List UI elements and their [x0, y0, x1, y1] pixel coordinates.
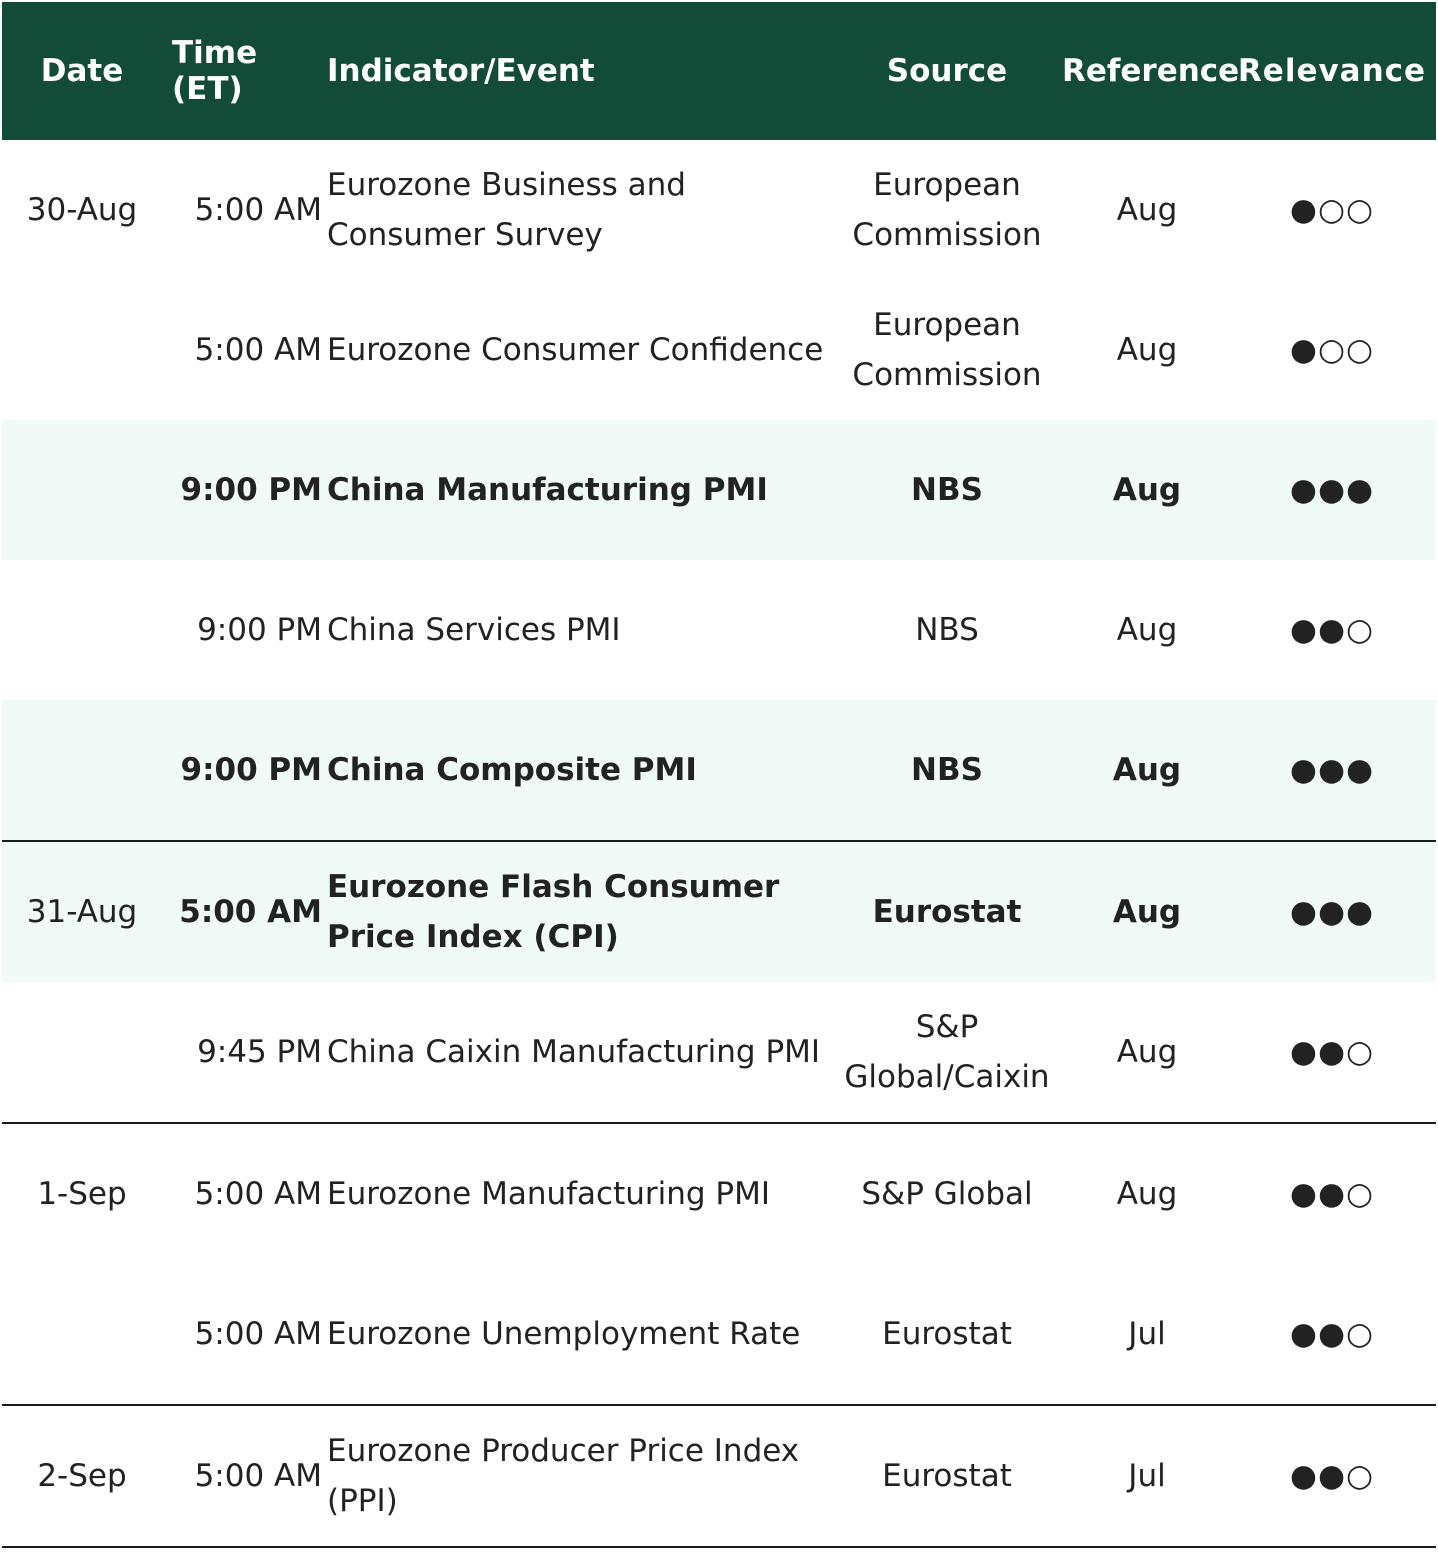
row-source: S&P Global — [861, 1176, 1033, 1212]
row-time: 5:00 AM — [194, 1316, 322, 1352]
table-row: 31-Aug 5:00 AM Eurozone Flash Consumer P… — [2, 840, 1436, 982]
row-time: 9:00 PM — [197, 612, 322, 648]
row-time: 5:00 AM — [194, 1176, 322, 1212]
table-row: 1-Sep 5:00 AM Eurozone Manufacturing PMI… — [2, 1122, 1436, 1264]
row-date: 1-Sep — [37, 1176, 127, 1212]
row-relevance: ●●○ — [1289, 1458, 1375, 1494]
row-reference: Aug — [1112, 894, 1182, 930]
header-date: Date — [40, 53, 124, 89]
row-source: European Commission — [852, 307, 1042, 393]
row-source: NBS — [911, 752, 983, 788]
row-reference: Aug — [1116, 192, 1178, 228]
row-indicator: Eurozone Producer Price Index (PPI) — [327, 1433, 800, 1519]
row-indicator: Eurozone Business and Consumer Survey — [327, 167, 686, 253]
table-row: 5:00 AM Eurozone Consumer Confidence Eur… — [2, 280, 1436, 420]
row-time: 9:00 PM — [180, 752, 322, 788]
row-relevance: ●●● — [1289, 472, 1375, 508]
row-source: Eurostat — [882, 1458, 1012, 1494]
header-relevance: Relevance — [1237, 53, 1427, 89]
row-reference: Jul — [1128, 1458, 1166, 1494]
row-indicator: China Caixin Manufacturing PMI — [327, 1034, 821, 1070]
row-indicator: Eurozone Manufacturing PMI — [327, 1176, 770, 1212]
row-relevance: ●○○ — [1289, 192, 1375, 228]
row-time: 5:00 AM — [194, 332, 322, 368]
row-time: 5:00 AM — [194, 192, 322, 228]
row-relevance: ●●○ — [1289, 612, 1375, 648]
table-row: 9:00 PM China Manufacturing PMI NBS Aug … — [2, 420, 1436, 560]
row-indicator: China Composite PMI — [327, 752, 697, 788]
row-indicator: China Manufacturing PMI — [327, 472, 768, 508]
row-indicator: China Services PMI — [327, 612, 621, 648]
table-row: 9:00 PM China Composite PMI NBS Aug ●●● — [2, 700, 1436, 840]
row-date: 31-Aug — [26, 894, 138, 930]
row-relevance: ●●● — [1289, 894, 1375, 930]
header-source: Source — [886, 53, 1008, 89]
row-indicator: Eurozone Unemployment Rate — [327, 1316, 801, 1352]
row-reference: Aug — [1112, 472, 1182, 508]
table-bottom-rule — [2, 1546, 1436, 1548]
header-time: Time (ET) — [172, 35, 258, 107]
row-indicator: Eurozone Consumer Confidence — [327, 332, 824, 368]
row-time: 5:00 AM — [194, 1458, 322, 1494]
row-relevance: ●●○ — [1289, 1034, 1375, 1070]
row-reference: Jul — [1128, 1316, 1166, 1352]
row-time: 5:00 AM — [179, 894, 322, 930]
row-source: European Commission — [852, 167, 1042, 253]
table-row: 9:00 PM China Services PMI NBS Aug ●●○ — [2, 560, 1436, 700]
row-time: 9:00 PM — [180, 472, 322, 508]
header-indicator: Indicator/Event — [327, 53, 595, 89]
row-reference: Aug — [1116, 1034, 1178, 1070]
row-relevance: ●●○ — [1289, 1316, 1375, 1352]
row-time: 9:45 PM — [197, 1034, 322, 1070]
row-source: S&P Global/Caixin — [844, 1009, 1050, 1095]
row-reference: Aug — [1116, 1176, 1178, 1212]
row-indicator: Eurozone Flash Consumer Price Index (CPI… — [327, 869, 780, 955]
table-row: 30-Aug 5:00 AM Eurozone Business and Con… — [2, 140, 1436, 280]
row-source: Eurostat — [872, 894, 1022, 930]
row-date: 2-Sep — [37, 1458, 127, 1494]
row-reference: Aug — [1116, 612, 1178, 648]
table-row: 5:00 AM Eurozone Unemployment Rate Euros… — [2, 1264, 1436, 1404]
table-row: 2-Sep 5:00 AM Eurozone Producer Price In… — [2, 1404, 1436, 1546]
row-source: NBS — [915, 612, 979, 648]
table-header: Date Time (ET) Indicator/Event Source Re… — [2, 2, 1436, 140]
row-relevance: ●●○ — [1289, 1176, 1375, 1212]
row-relevance: ●○○ — [1289, 332, 1375, 368]
header-reference: Reference — [1062, 53, 1240, 89]
row-date: 30-Aug — [26, 192, 138, 228]
table-row: 9:45 PM China Caixin Manufacturing PMI S… — [2, 982, 1436, 1122]
row-source: NBS — [911, 472, 983, 508]
row-reference: Aug — [1116, 332, 1178, 368]
row-source: Eurostat — [882, 1316, 1012, 1352]
row-relevance: ●●● — [1289, 752, 1375, 788]
row-reference: Aug — [1112, 752, 1182, 788]
